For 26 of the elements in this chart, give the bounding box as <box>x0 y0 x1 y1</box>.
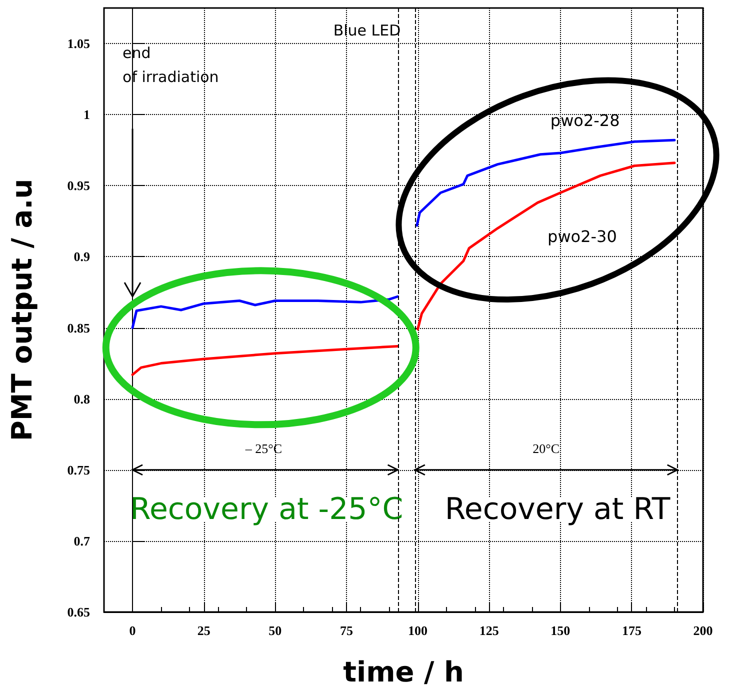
series-label: pwo2-30 <box>548 227 617 246</box>
annotation: 20°C <box>532 441 560 456</box>
y-tick-label: 0.8 <box>74 391 90 406</box>
annotation: Recovery at -25°C <box>130 492 404 528</box>
y-tick-label: 0.7 <box>74 533 90 548</box>
x-tick-label: 50 <box>268 623 282 638</box>
x-tick-label: 100 <box>408 623 428 638</box>
x-tick-label: 175 <box>622 623 642 638</box>
x-tick-label: 25 <box>197 623 211 638</box>
x-tick-label: 0 <box>129 623 136 638</box>
x-axis-title: time / h <box>343 656 464 688</box>
annotation: Recovery at RT <box>444 492 671 528</box>
x-tick-label: 75 <box>340 623 354 638</box>
x-tick-label: 150 <box>550 623 570 638</box>
y-axis-title: PMT output / a.u <box>6 178 38 442</box>
annotation: – 25°C <box>244 441 282 456</box>
y-tick-label: 1.05 <box>67 36 90 52</box>
x-tick-label: 200 <box>693 623 713 638</box>
y-tick-label: 0.9 <box>74 249 90 264</box>
y-tick-label: 1 <box>84 107 90 122</box>
y-tick-label: 0.95 <box>67 178 90 194</box>
y-tick-label: 0.85 <box>67 320 90 336</box>
y-tick-label: 0.75 <box>67 462 90 478</box>
series-label: pwo2-28 <box>550 110 620 130</box>
y-tick-label: 0.65 <box>67 604 90 620</box>
x-tick-label: 125 <box>479 623 500 638</box>
